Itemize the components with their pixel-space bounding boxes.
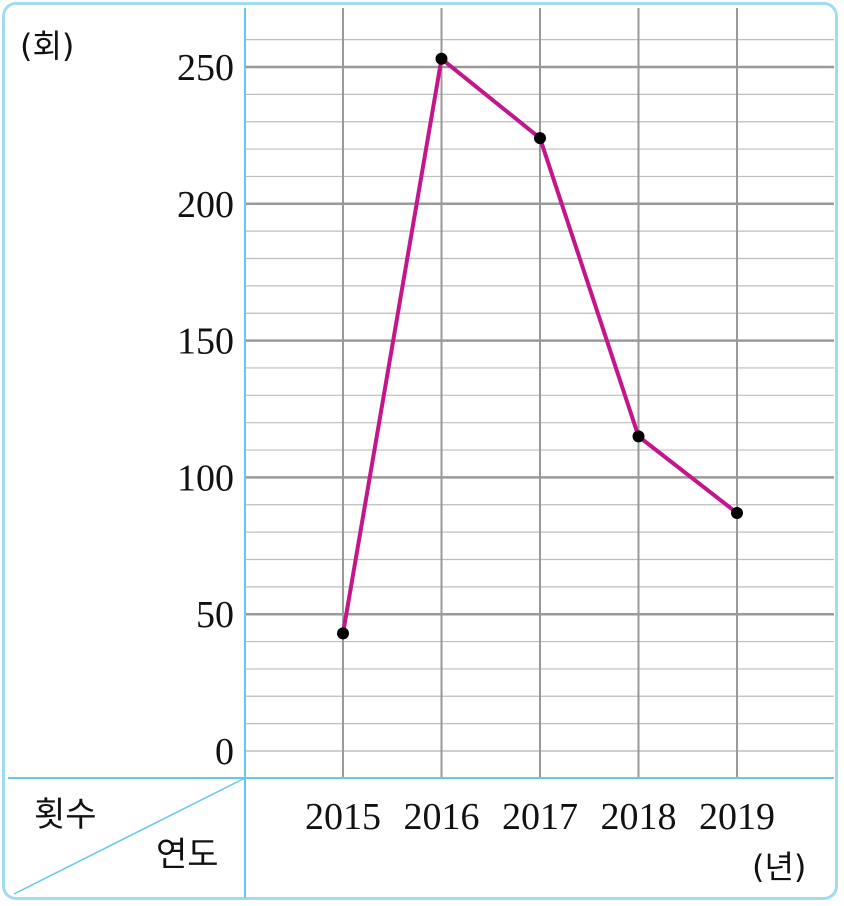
y-unit-label: (회) — [20, 27, 74, 65]
grid — [245, 8, 834, 778]
data-point — [435, 52, 448, 65]
x-tick-label: 2017 — [502, 796, 578, 838]
x-tick-label: 2015 — [305, 796, 381, 838]
corner-bottom-label: 연도 — [156, 835, 219, 875]
x-tick-label: 2018 — [601, 796, 677, 838]
y-tick-label: 50 — [196, 594, 234, 636]
y-tick-label: 100 — [177, 457, 234, 499]
corner-diagonal-line — [13, 777, 246, 895]
x-tick-label: 2019 — [699, 796, 775, 838]
y-tick-label: 250 — [177, 47, 234, 89]
corner-top-label: 횟수 — [34, 795, 97, 835]
y-tick-label: 0 — [215, 731, 234, 773]
data-point — [337, 627, 349, 640]
series — [337, 52, 743, 640]
labels: (회) (년) 횟수 연도 0 50 100 150 200 250 2015 2016 201… — [20, 27, 806, 886]
y-tick-label: 200 — [177, 184, 234, 226]
data-point — [632, 430, 645, 443]
data-point — [731, 506, 743, 519]
axes — [8, 8, 834, 898]
x-unit-label: (년) — [752, 848, 806, 886]
x-tick-label: 2016 — [404, 796, 480, 838]
y-tick-label: 150 — [177, 321, 234, 363]
data-point — [534, 132, 546, 145]
